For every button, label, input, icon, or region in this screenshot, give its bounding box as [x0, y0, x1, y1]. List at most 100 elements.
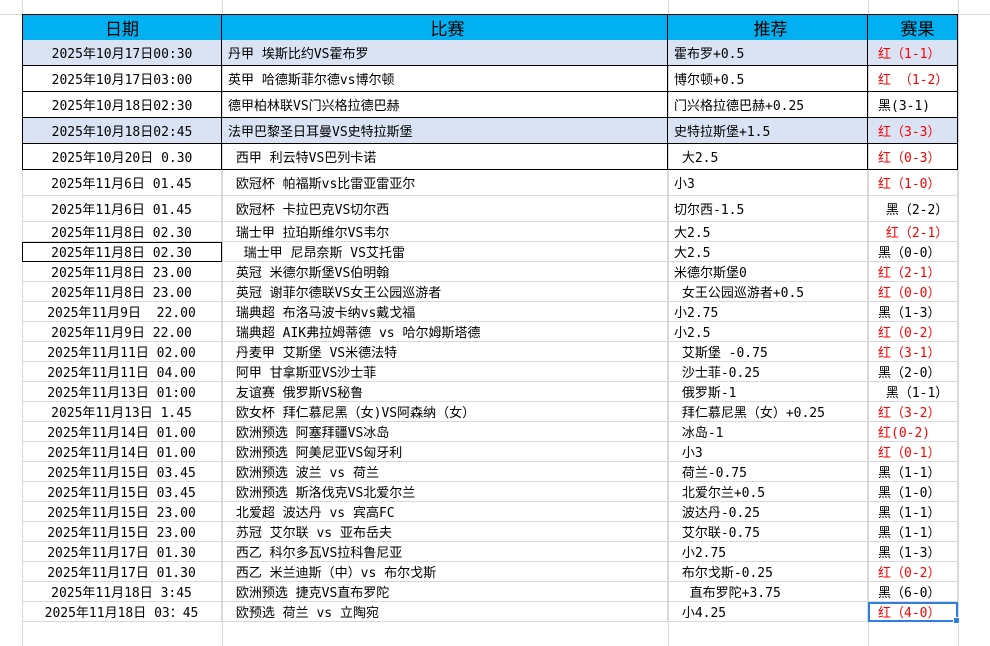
- date-cell[interactable]: 2025年11月13日 1.45: [22, 402, 222, 422]
- pick-cell[interactable]: 小3: [668, 442, 868, 462]
- match-cell[interactable]: 欧冠杯 帕福斯vs比雷亚雷亚尔: [222, 170, 668, 196]
- date-cell[interactable]: 2025年11月14日 01.00: [22, 422, 222, 442]
- result-cell[interactable]: 红（0-3）: [868, 144, 958, 170]
- result-cell[interactable]: 红（0-1）: [868, 442, 958, 462]
- pick-cell[interactable]: 北爱尔兰+0.5: [668, 482, 868, 502]
- result-cell[interactable]: 黑（2-2）: [868, 196, 958, 222]
- pick-cell[interactable]: 小2.75: [668, 542, 868, 562]
- date-cell[interactable]: 2025年11月18日 3:45: [22, 582, 222, 602]
- date-cell[interactable]: 2025年10月17日03:00: [22, 66, 222, 92]
- date-cell[interactable]: 2025年10月18日02:45: [22, 118, 222, 144]
- pick-cell[interactable]: 波达丹-0.25: [668, 502, 868, 522]
- match-cell[interactable]: 西乙 米兰迪斯（中）vs 布尔戈斯: [222, 562, 668, 582]
- pick-cell[interactable]: 大2.5: [668, 242, 868, 262]
- match-cell[interactable]: 瑞士甲 拉珀斯维尔VS韦尔: [222, 222, 668, 242]
- pick-cell[interactable]: 拜仁慕尼黑（女）+0.25: [668, 402, 868, 422]
- match-cell[interactable]: 欧洲预选 阿塞拜疆VS冰岛: [222, 422, 668, 442]
- pick-cell[interactable]: 俄罗斯-1: [668, 382, 868, 402]
- date-cell[interactable]: 2025年11月6日 01.45: [22, 196, 222, 222]
- header-pick[interactable]: 推荐: [668, 14, 868, 41]
- pick-cell[interactable]: 切尔西-1.5: [668, 196, 868, 222]
- date-cell[interactable]: 2025年11月17日 01.30: [22, 562, 222, 582]
- result-cell[interactable]: 红（1-0）: [868, 170, 958, 196]
- result-cell[interactable]: 红(0-2): [868, 422, 958, 442]
- date-cell[interactable]: 2025年10月20日 0.30: [22, 144, 222, 170]
- pick-cell[interactable]: 米德尔斯堡0: [668, 262, 868, 282]
- result-cell[interactable]: 红（3-1）: [868, 342, 958, 362]
- date-cell[interactable]: 2025年11月15日 03.45: [22, 482, 222, 502]
- header-match[interactable]: 比赛: [222, 14, 668, 41]
- header-date[interactable]: 日期: [22, 14, 222, 41]
- date-cell[interactable]: 2025年11月6日 01.45: [22, 170, 222, 196]
- result-cell[interactable]: 黑（6-0）: [868, 582, 958, 602]
- match-cell[interactable]: 法甲巴黎圣日耳曼VS史特拉斯堡: [222, 118, 668, 144]
- pick-cell[interactable]: 小4.25: [668, 602, 868, 622]
- pick-cell[interactable]: 小2.5: [668, 322, 868, 342]
- match-cell[interactable]: 丹麦甲 艾斯堡 VS米德法特: [222, 342, 668, 362]
- pick-cell[interactable]: 小3: [668, 170, 868, 196]
- date-cell[interactable]: 2025年11月8日 23.00: [22, 282, 222, 302]
- date-cell[interactable]: 2025年11月15日 23.00: [22, 522, 222, 542]
- result-cell[interactable]: 黑（2-0）: [868, 362, 958, 382]
- result-cell[interactable]: 黑（0-0）: [868, 242, 958, 262]
- pick-cell[interactable]: 霍布罗+0.5: [668, 40, 868, 66]
- pick-cell[interactable]: 直布罗陀+3.75: [668, 582, 868, 602]
- match-cell[interactable]: 德甲柏林联VS门兴格拉德巴赫: [222, 92, 668, 118]
- match-cell[interactable]: 西乙 科尔多瓦VS拉科鲁尼亚: [222, 542, 668, 562]
- result-cell[interactable]: 黑(3-1): [868, 92, 958, 118]
- date-cell[interactable]: 2025年11月9日 22.00: [22, 302, 222, 322]
- date-cell[interactable]: 2025年11月15日 23.00: [22, 502, 222, 522]
- pick-cell[interactable]: 门兴格拉德巴赫+0.25: [668, 92, 868, 118]
- date-cell[interactable]: 2025年11月18日 03：45: [22, 602, 222, 622]
- result-cell[interactable]: 黑（1-1）: [868, 382, 958, 402]
- match-cell[interactable]: 英冠 米德尔斯堡VS伯明翰: [222, 262, 668, 282]
- pick-cell[interactable]: 艾斯堡 -0.75: [668, 342, 868, 362]
- result-cell[interactable]: 红（3-3）: [868, 118, 958, 144]
- match-cell[interactable]: 欧洲预选 波兰 vs 荷兰: [222, 462, 668, 482]
- result-cell[interactable]: 红（2-1）: [868, 222, 958, 242]
- date-cell[interactable]: 2025年11月14日 01.00: [22, 442, 222, 462]
- pick-cell[interactable]: 女王公园巡游者+0.5: [668, 282, 868, 302]
- result-cell[interactable]: 红（1-1）: [868, 40, 958, 66]
- result-cell[interactable]: 黑（1-3）: [868, 542, 958, 562]
- date-cell[interactable]: 2025年11月9日 22.00: [22, 322, 222, 342]
- pick-cell[interactable]: 艾尔联-0.75: [668, 522, 868, 542]
- result-cell[interactable]: 红 （1-2）: [868, 66, 958, 92]
- match-cell[interactable]: 丹甲 埃斯比约VS霍布罗: [222, 40, 668, 66]
- match-cell[interactable]: 英冠 谢菲尔德联VS女王公园巡游者: [222, 282, 668, 302]
- match-cell[interactable]: 瑞典超 AIK弗拉姆蒂德 vs 哈尔姆斯塔德: [222, 322, 668, 342]
- result-cell[interactable]: 红（0-0）: [868, 282, 958, 302]
- match-cell[interactable]: 瑞典超 布洛马波卡纳vs戴戈福: [222, 302, 668, 322]
- date-cell[interactable]: 2025年10月18日02:30: [22, 92, 222, 118]
- match-cell[interactable]: 欧女杯 拜仁慕尼黑（女)VS阿森纳（女）: [222, 402, 668, 422]
- pick-cell[interactable]: 大2.5: [668, 222, 868, 242]
- pick-cell[interactable]: 史特拉斯堡+1.5: [668, 118, 868, 144]
- result-cell[interactable]: 红（0-2）: [868, 322, 958, 342]
- result-cell[interactable]: 黑（1-1）: [868, 462, 958, 482]
- date-cell[interactable]: 2025年11月11日 04.00: [22, 362, 222, 382]
- result-cell[interactable]: 黑（1-3）: [868, 302, 958, 322]
- result-cell[interactable]: 红（4-0）: [868, 602, 960, 624]
- match-cell[interactable]: 瑞士甲 尼昂奈斯 VS艾托雷: [222, 242, 668, 262]
- pick-cell[interactable]: 冰岛-1: [668, 422, 868, 442]
- date-cell[interactable]: 2025年11月8日 02.30: [22, 242, 222, 262]
- match-cell[interactable]: 欧洲预选 阿美尼亚VS匈牙利: [222, 442, 668, 462]
- result-cell[interactable]: 红（0-2）: [868, 562, 958, 582]
- match-cell[interactable]: 友谊赛 俄罗斯VS秘鲁: [222, 382, 668, 402]
- result-cell[interactable]: 黑（1-0）: [868, 482, 958, 502]
- pick-cell[interactable]: 沙士菲-0.25: [668, 362, 868, 382]
- pick-cell[interactable]: 博尔顿+0.5: [668, 66, 868, 92]
- date-cell[interactable]: 2025年11月17日 01.30: [22, 542, 222, 562]
- match-cell[interactable]: 欧预选 荷兰 vs 立陶宛: [222, 602, 668, 622]
- match-cell[interactable]: 北爱超 波达丹 vs 宾高FC: [222, 502, 668, 522]
- date-cell[interactable]: 2025年11月11日 02.00: [22, 342, 222, 362]
- date-cell[interactable]: 2025年11月15日 03.45: [22, 462, 222, 482]
- result-cell[interactable]: 红（3-2）: [868, 402, 958, 422]
- match-cell[interactable]: 西甲 利云特VS巴列卡诺: [222, 144, 668, 170]
- match-cell[interactable]: 欧洲预选 斯洛伐克VS北爱尔兰: [222, 482, 668, 502]
- header-result[interactable]: 赛果: [868, 14, 958, 41]
- match-cell[interactable]: 阿甲 甘拿斯亚VS沙士菲: [222, 362, 668, 382]
- date-cell[interactable]: 2025年11月8日 02.30: [22, 222, 222, 242]
- pick-cell[interactable]: 荷兰-0.75: [668, 462, 868, 482]
